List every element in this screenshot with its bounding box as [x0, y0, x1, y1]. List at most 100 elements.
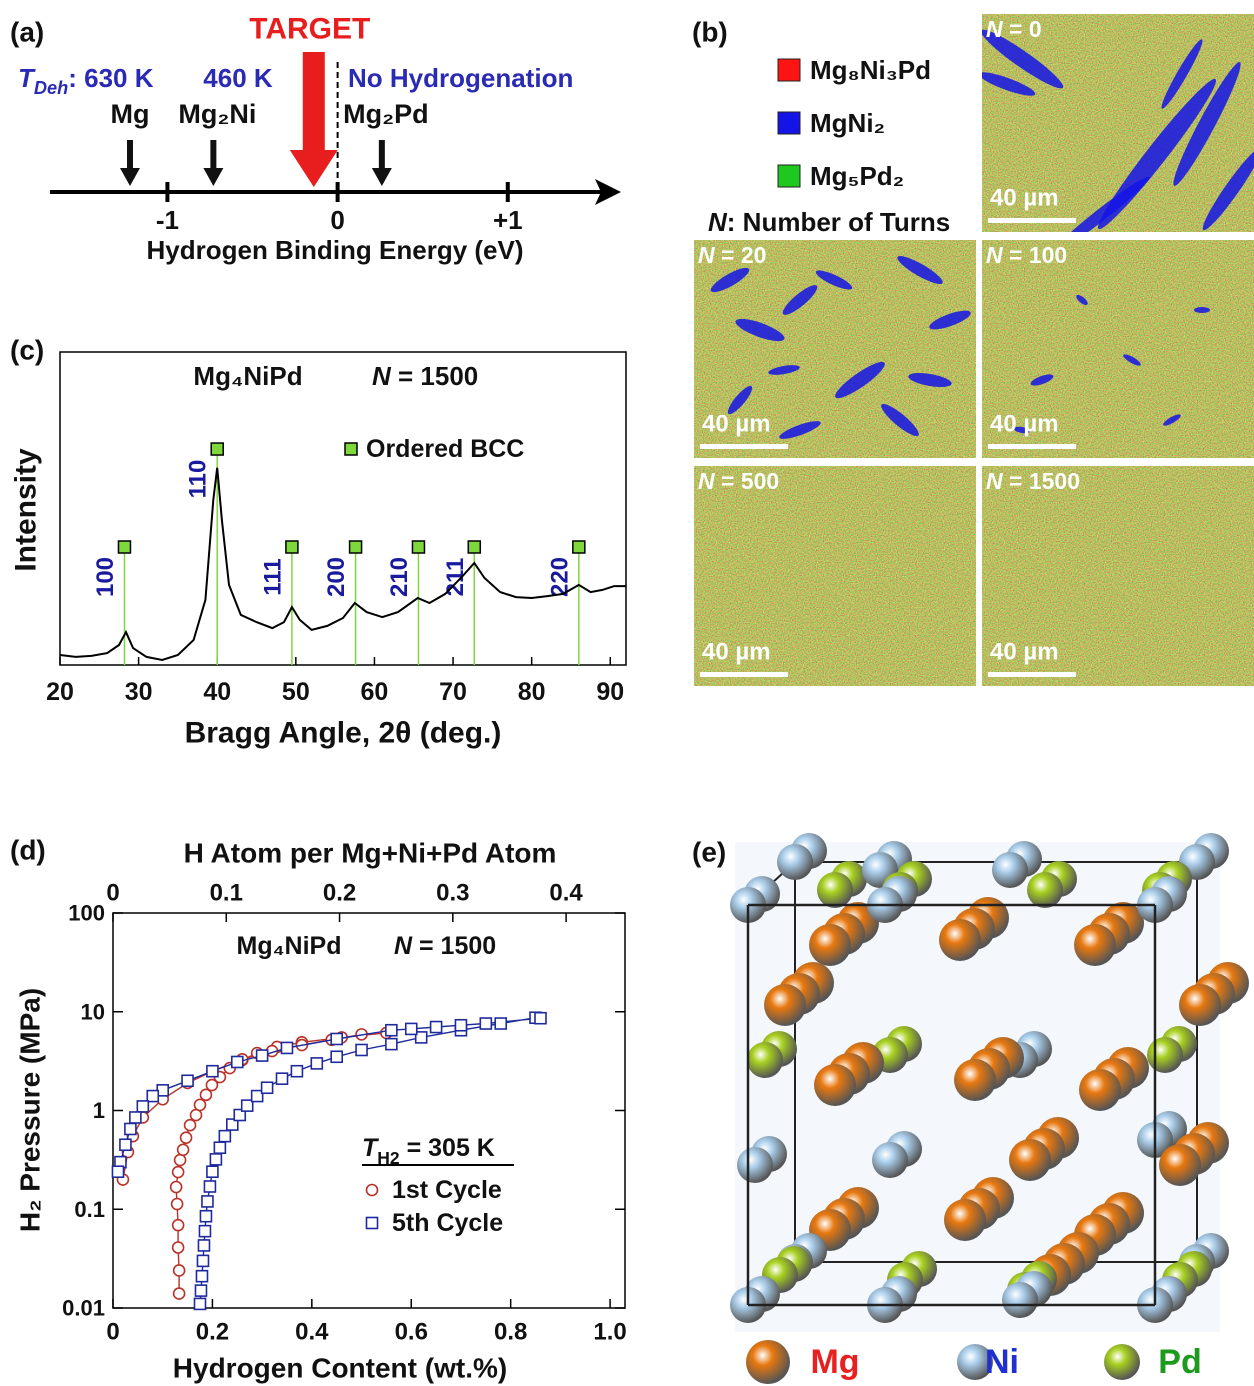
data-point: [136, 1100, 150, 1113]
data-point: [479, 1017, 493, 1030]
peak-marker: [117, 540, 132, 554]
temperature-label: No Hydrogenation: [348, 63, 573, 93]
annotation: N = 1500: [372, 361, 478, 391]
data-point: [290, 1064, 304, 1078]
temperature-label: 460 K: [203, 63, 273, 93]
panel-label: (e): [692, 837, 726, 868]
legend-swatch: [777, 111, 801, 135]
data-point: [454, 1018, 468, 1032]
map-label: N = 0: [986, 16, 1042, 42]
turns-note-part: N: [708, 207, 728, 237]
mgni2-grain: [1202, 147, 1254, 231]
legend-marker: [365, 1183, 379, 1197]
atom: [817, 872, 853, 908]
x-tick-label: 40: [203, 678, 231, 706]
map-label: N = 1500: [986, 468, 1080, 494]
atom: [777, 844, 813, 880]
peak-label: 211: [442, 558, 469, 597]
data-point: [171, 1218, 185, 1232]
x2-tick-label: 0.2: [323, 880, 356, 907]
x-tick-label: +1: [493, 205, 523, 235]
annotation-part: = 1500: [412, 932, 496, 960]
map-label-part: = 20: [715, 242, 767, 268]
data-point: [199, 1088, 213, 1102]
turns-note: N: Number of Turns: [708, 207, 950, 237]
scale-bar: [700, 672, 788, 677]
mgni2-grain: [982, 29, 1064, 89]
x-tick-label: 0.6: [395, 1319, 428, 1346]
map-label-part: = 0: [1003, 16, 1042, 42]
legend-label: Pd: [1158, 1343, 1201, 1381]
scale-bar: [988, 218, 1076, 223]
data-point: [111, 1165, 125, 1179]
target-arrow: [289, 52, 338, 187]
scale-label: 40 µm: [990, 639, 1059, 666]
x-tick-label: 80: [518, 678, 546, 706]
data-point: [199, 1209, 213, 1223]
data-line: [59, 467, 626, 662]
x-tick-label: 20: [46, 678, 74, 706]
legend-swatch: [777, 58, 801, 82]
mgni2-grain: [1194, 307, 1210, 313]
data-point: [213, 1141, 227, 1155]
mgni2-grain: [908, 372, 952, 388]
x-tick-label: 50: [282, 678, 310, 706]
mgni2-grain: [782, 285, 818, 315]
data-line: [122, 1032, 387, 1294]
data-point: [146, 1089, 160, 1103]
atom: [1079, 1069, 1121, 1111]
y-tick-label: 10: [81, 999, 105, 1024]
mgni2-grain: [768, 365, 800, 375]
peak-marker: [572, 540, 586, 554]
mgni2-grain: [710, 267, 750, 293]
marker-arrowhead: [119, 168, 140, 186]
data-point: [255, 1049, 269, 1062]
map-label-part: N: [698, 468, 715, 494]
element-map: N = 100 40 µm: [982, 240, 1254, 458]
data-point: [385, 1037, 398, 1051]
data-point: [404, 1022, 418, 1036]
atom: [1074, 924, 1116, 966]
mgni2-grain: [779, 421, 821, 439]
x-tick-label: 0.8: [494, 1319, 527, 1346]
legend-atom: [957, 1344, 993, 1380]
temperature-label-part: Deh: [34, 78, 68, 98]
panel-label: (a): [10, 17, 44, 48]
mgni2-grain: [881, 403, 919, 437]
data-point: [414, 1031, 428, 1044]
data-point: [197, 1239, 211, 1252]
map-label: N = 100: [986, 242, 1067, 268]
legend-atom: [1104, 1344, 1140, 1380]
legend-atom: [746, 1340, 790, 1384]
atom: [1002, 1282, 1038, 1318]
marker-label: Mg₂Pd: [343, 99, 428, 129]
data-point: [230, 1055, 244, 1069]
axis-arrow: [595, 179, 621, 205]
data-point: [233, 1108, 247, 1122]
peak-marker: [348, 540, 363, 554]
atom: [764, 984, 806, 1026]
legend-title-part: T: [362, 1134, 380, 1162]
annotation: Mg₄NiPd: [193, 361, 302, 391]
panel-label: (b): [692, 17, 728, 48]
atom: [872, 1142, 908, 1178]
mgni2-grain: [1161, 39, 1203, 109]
data-point: [280, 1041, 294, 1055]
mgni2-grain: [929, 310, 971, 330]
y-tick-label: 1: [93, 1098, 105, 1123]
legend-marker: [365, 1216, 379, 1230]
data-point: [124, 1122, 137, 1136]
target-label: TARGET: [249, 13, 370, 46]
scale-label: 40 µm: [990, 185, 1059, 212]
annotation: Mg₄NiPd: [237, 932, 342, 960]
map-label: N = 500: [698, 468, 779, 494]
data-point: [179, 1131, 193, 1145]
plot-frame: [112, 912, 626, 1309]
map-label-part: N: [986, 242, 1003, 268]
data-point: [181, 1074, 194, 1088]
marker-arrowhead: [203, 168, 224, 186]
data-point: [240, 1099, 254, 1112]
map-label-part: = 1500: [1003, 468, 1080, 494]
x-tick-label: 1.0: [593, 1319, 626, 1346]
mgni2-grain: [897, 256, 943, 284]
